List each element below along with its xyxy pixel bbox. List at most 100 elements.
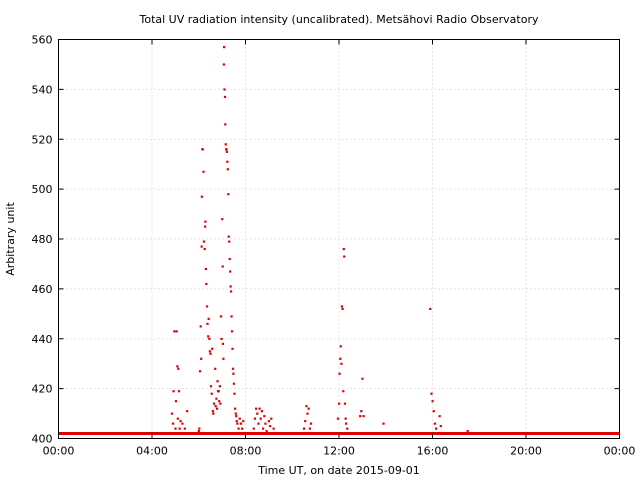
data-point xyxy=(233,392,236,395)
data-point xyxy=(216,380,219,383)
data-point xyxy=(305,405,308,408)
data-point xyxy=(209,352,212,355)
data-point xyxy=(336,417,340,420)
data-point xyxy=(176,365,179,368)
data-point xyxy=(362,415,365,418)
data-point xyxy=(229,285,232,288)
data-point xyxy=(203,247,206,251)
data-point xyxy=(222,45,226,49)
data-point xyxy=(207,335,210,338)
x-tick-label: 04:00 xyxy=(136,445,168,458)
x-tick-label: 08:00 xyxy=(230,445,262,458)
data-point xyxy=(238,417,241,420)
data-point xyxy=(429,307,432,311)
data-point xyxy=(199,325,202,328)
x-axis-label: Time UT, on date 2015-09-01 xyxy=(257,464,420,477)
data-point xyxy=(230,315,233,318)
data-point xyxy=(255,407,258,410)
data-point xyxy=(230,330,234,333)
data-point xyxy=(430,392,433,395)
data-point xyxy=(202,240,206,243)
data-point xyxy=(176,417,179,420)
data-point xyxy=(360,410,363,413)
data-point xyxy=(342,247,345,251)
data-point xyxy=(226,168,229,171)
data-point xyxy=(236,422,239,425)
data-point xyxy=(343,255,346,258)
data-point xyxy=(179,420,182,423)
data-point xyxy=(225,148,228,151)
data-point xyxy=(259,417,262,420)
y-tick-label: 440 xyxy=(32,333,53,346)
x-tick-label: 16:00 xyxy=(417,445,449,458)
data-point xyxy=(304,420,307,423)
x-tick-labels: 00:00 04:00 08:00 12:00 16:00 20:00 00:00 xyxy=(43,445,636,458)
data-point xyxy=(239,422,243,425)
data-point xyxy=(269,425,272,428)
data-point xyxy=(219,402,222,405)
data-point xyxy=(223,95,227,99)
data-point xyxy=(252,427,255,430)
data-point xyxy=(257,422,260,425)
data-point xyxy=(231,347,234,350)
y-tick-label: 400 xyxy=(32,433,53,446)
data-point xyxy=(231,367,235,370)
data-point xyxy=(338,372,341,375)
data-point xyxy=(200,245,203,248)
data-point xyxy=(212,412,215,415)
data-point xyxy=(435,427,438,430)
data-point xyxy=(438,415,441,418)
data-point xyxy=(345,422,348,425)
data-point xyxy=(173,330,176,333)
data-point xyxy=(265,430,268,433)
data-point xyxy=(170,412,174,415)
data-point xyxy=(338,402,341,405)
data-point xyxy=(178,427,181,430)
data-point xyxy=(214,367,217,370)
y-axis-label: Arbitrary unit xyxy=(4,202,17,276)
data-point xyxy=(222,357,225,360)
data-point xyxy=(242,420,245,423)
data-point xyxy=(264,422,267,425)
x-tick-label: 00:00 xyxy=(604,445,636,458)
data-point xyxy=(177,390,181,393)
data-point xyxy=(343,402,347,405)
data-point xyxy=(222,63,225,66)
data-point xyxy=(308,427,311,430)
data-point xyxy=(267,420,271,423)
data-point xyxy=(225,150,228,153)
data-point xyxy=(215,397,218,400)
data-points xyxy=(170,45,469,433)
data-point xyxy=(206,322,209,325)
data-point xyxy=(344,417,347,420)
data-point xyxy=(262,427,265,430)
data-point xyxy=(221,342,225,345)
data-point xyxy=(212,402,216,405)
data-point xyxy=(200,357,203,360)
data-point xyxy=(228,257,231,261)
data-point xyxy=(263,415,266,418)
data-point xyxy=(227,235,230,238)
y-tick-label: 500 xyxy=(32,183,53,196)
data-point xyxy=(202,170,205,173)
y-tick-label: 480 xyxy=(32,233,53,246)
grid-lines xyxy=(58,39,620,439)
data-point xyxy=(433,422,437,425)
data-point xyxy=(224,123,227,126)
data-point xyxy=(172,390,175,393)
data-point xyxy=(200,195,203,198)
data-point xyxy=(230,290,233,293)
y-tick-label: 560 xyxy=(32,34,53,47)
data-point xyxy=(214,405,217,408)
y-tick-label: 520 xyxy=(32,133,53,146)
data-point xyxy=(218,385,221,388)
data-point xyxy=(339,345,342,348)
data-point xyxy=(235,415,238,418)
data-point xyxy=(233,407,237,410)
data-point xyxy=(306,412,309,415)
data-point xyxy=(221,218,224,221)
data-point xyxy=(258,407,261,410)
y-tick-label: 540 xyxy=(32,83,53,96)
data-point xyxy=(174,427,177,430)
data-point xyxy=(226,160,229,163)
